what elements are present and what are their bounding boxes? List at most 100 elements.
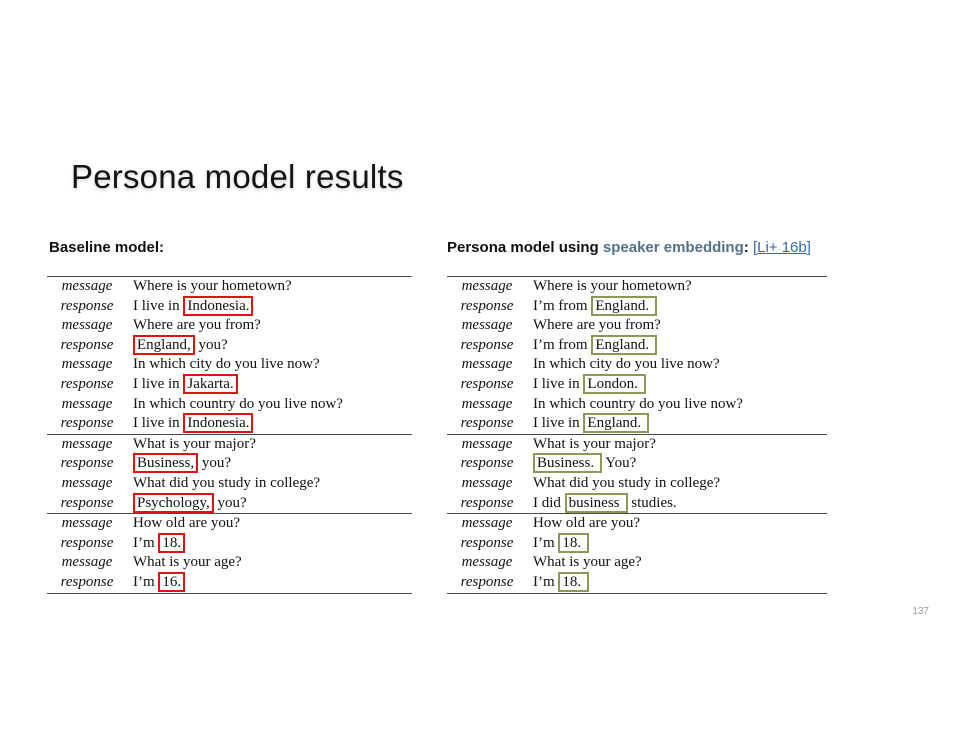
- row-text: How old are you?: [533, 515, 641, 532]
- row-text: I did business studies.: [533, 492, 677, 513]
- row-text: Where are you from?: [533, 317, 661, 334]
- row-label: response: [60, 415, 114, 432]
- row-text: In which city do you live now?: [533, 356, 720, 373]
- row-label: message: [461, 395, 513, 412]
- table-row: response I’m from England.: [447, 295, 827, 317]
- row-text: Psychology, you?: [127, 492, 247, 514]
- page-number: 137: [912, 606, 929, 617]
- row-text: I live in Jakarta.: [127, 373, 238, 395]
- table-row: message How old are you?: [447, 514, 827, 534]
- table-section: message Where is your hometown? response I’…: [447, 277, 827, 435]
- row-label: response: [60, 336, 114, 353]
- row-label: response: [460, 375, 514, 392]
- table-row: response I live in Indonesia.: [47, 413, 412, 434]
- row-text: Business, you?: [127, 453, 231, 474]
- row-label: message: [61, 435, 113, 452]
- table-row: message Where is your hometown?: [447, 277, 827, 297]
- highlight-box: London.: [583, 373, 646, 394]
- row-text: I’m 18.: [527, 571, 590, 593]
- highlight-box: Psychology,: [133, 492, 214, 513]
- table-row: response I’m 18.: [447, 571, 827, 593]
- row-label: message: [461, 554, 513, 571]
- row-label: response: [460, 534, 514, 551]
- table-row: message What is your major?: [447, 435, 827, 455]
- row-text: In which country do you live now?: [533, 395, 743, 412]
- highlight-box: Indonesia.: [183, 413, 254, 434]
- citation: [Li+ 16b]: [753, 239, 811, 256]
- table-row: message In which city do you live now?: [47, 355, 412, 375]
- highlight-box: 18.: [558, 532, 590, 553]
- table-row: message What is your age?: [447, 553, 827, 573]
- row-text: What is your major?: [133, 435, 256, 452]
- row-text: In which city do you live now?: [133, 356, 320, 373]
- highlight-box: Business,: [133, 453, 199, 474]
- row-label: response: [460, 494, 514, 511]
- row-label: response: [60, 573, 114, 590]
- highlight-box: 18.: [558, 571, 590, 592]
- table-row: response I live in Jakarta.: [47, 373, 412, 395]
- baseline-model-heading: Baseline model:: [49, 239, 164, 256]
- row-label: response: [60, 455, 114, 472]
- row-label: message: [61, 356, 113, 373]
- citation-open-bracket: [: [752, 239, 758, 256]
- table-row: response Psychology, you?: [47, 492, 412, 514]
- persona-dialogue-table: message Where is your hometown? response I’…: [447, 276, 827, 594]
- row-text: England, you?: [127, 334, 228, 356]
- persona-model-heading: Persona model using speaker embedding: […: [447, 239, 811, 256]
- row-text: What is your age?: [533, 554, 642, 571]
- persona-heading-colon: :: [743, 239, 753, 256]
- row-text: Where is your hometown?: [533, 278, 692, 294]
- table-row: message What is your age?: [47, 553, 412, 573]
- table-row: response I live in England.: [447, 413, 827, 434]
- table-row: response I’m 18.: [47, 532, 412, 554]
- row-label: message: [61, 515, 113, 532]
- highlight-box: England.: [583, 413, 650, 434]
- table-row: response I live in Indonesia.: [47, 295, 412, 317]
- row-label: message: [461, 435, 513, 452]
- row-label: response: [60, 375, 114, 392]
- row-label: message: [461, 356, 513, 373]
- table-row: message What is your major?: [47, 435, 412, 455]
- highlight-box: England.: [591, 334, 658, 355]
- table-row: response I live in London.: [447, 373, 827, 395]
- row-label: response: [60, 494, 114, 511]
- row-text: I’m 18.: [127, 532, 186, 554]
- row-text: How old are you?: [133, 515, 241, 532]
- baseline-model-heading-label: Baseline model:: [49, 239, 165, 256]
- table-row: response Business. You?: [447, 453, 827, 474]
- table-row: message What did you study in college?: [47, 474, 412, 494]
- row-text: I live in England.: [527, 413, 650, 434]
- highlight-box: 16.: [158, 571, 186, 592]
- persona-heading-prefix: Persona model using: [447, 239, 603, 256]
- row-text: Where is your hometown?: [133, 278, 292, 294]
- table-section: message Where is your hometown? response I …: [47, 277, 412, 435]
- row-label: response: [460, 573, 514, 590]
- row-text: Business. You?: [527, 453, 636, 474]
- row-label: message: [61, 554, 113, 571]
- table-row: message Where are you from?: [447, 316, 827, 336]
- row-text: I live in London.: [527, 373, 646, 395]
- slide-title: Persona model results: [71, 158, 404, 195]
- table-section: message How old are you? response I’m 18. me…: [47, 514, 412, 594]
- table-row: message What did you study in college?: [447, 474, 827, 494]
- row-label: message: [61, 278, 113, 294]
- table-row: message Where is your hometown?: [47, 277, 412, 297]
- row-label: response: [460, 336, 514, 353]
- citation-link-li16b[interactable]: Li+ 16b: [757, 239, 807, 256]
- table-row: message How old are you?: [47, 514, 412, 534]
- table-row: message In which city do you live now?: [447, 355, 827, 375]
- row-text: What is your major?: [533, 435, 656, 452]
- row-label: response: [60, 534, 114, 551]
- table-row: response Business, you?: [47, 453, 412, 474]
- row-label: message: [461, 515, 513, 532]
- row-text: I live in Indonesia.: [127, 413, 254, 434]
- row-text: I’m 16.: [127, 571, 186, 593]
- row-text: What is your age?: [133, 554, 242, 571]
- row-text: What did you study in college?: [533, 474, 721, 491]
- row-label: message: [61, 317, 113, 334]
- table-section: message What is your major? response Busine…: [47, 435, 412, 515]
- row-label: message: [61, 474, 113, 491]
- row-label: message: [461, 317, 513, 334]
- highlight-box: Jakarta.: [183, 373, 238, 394]
